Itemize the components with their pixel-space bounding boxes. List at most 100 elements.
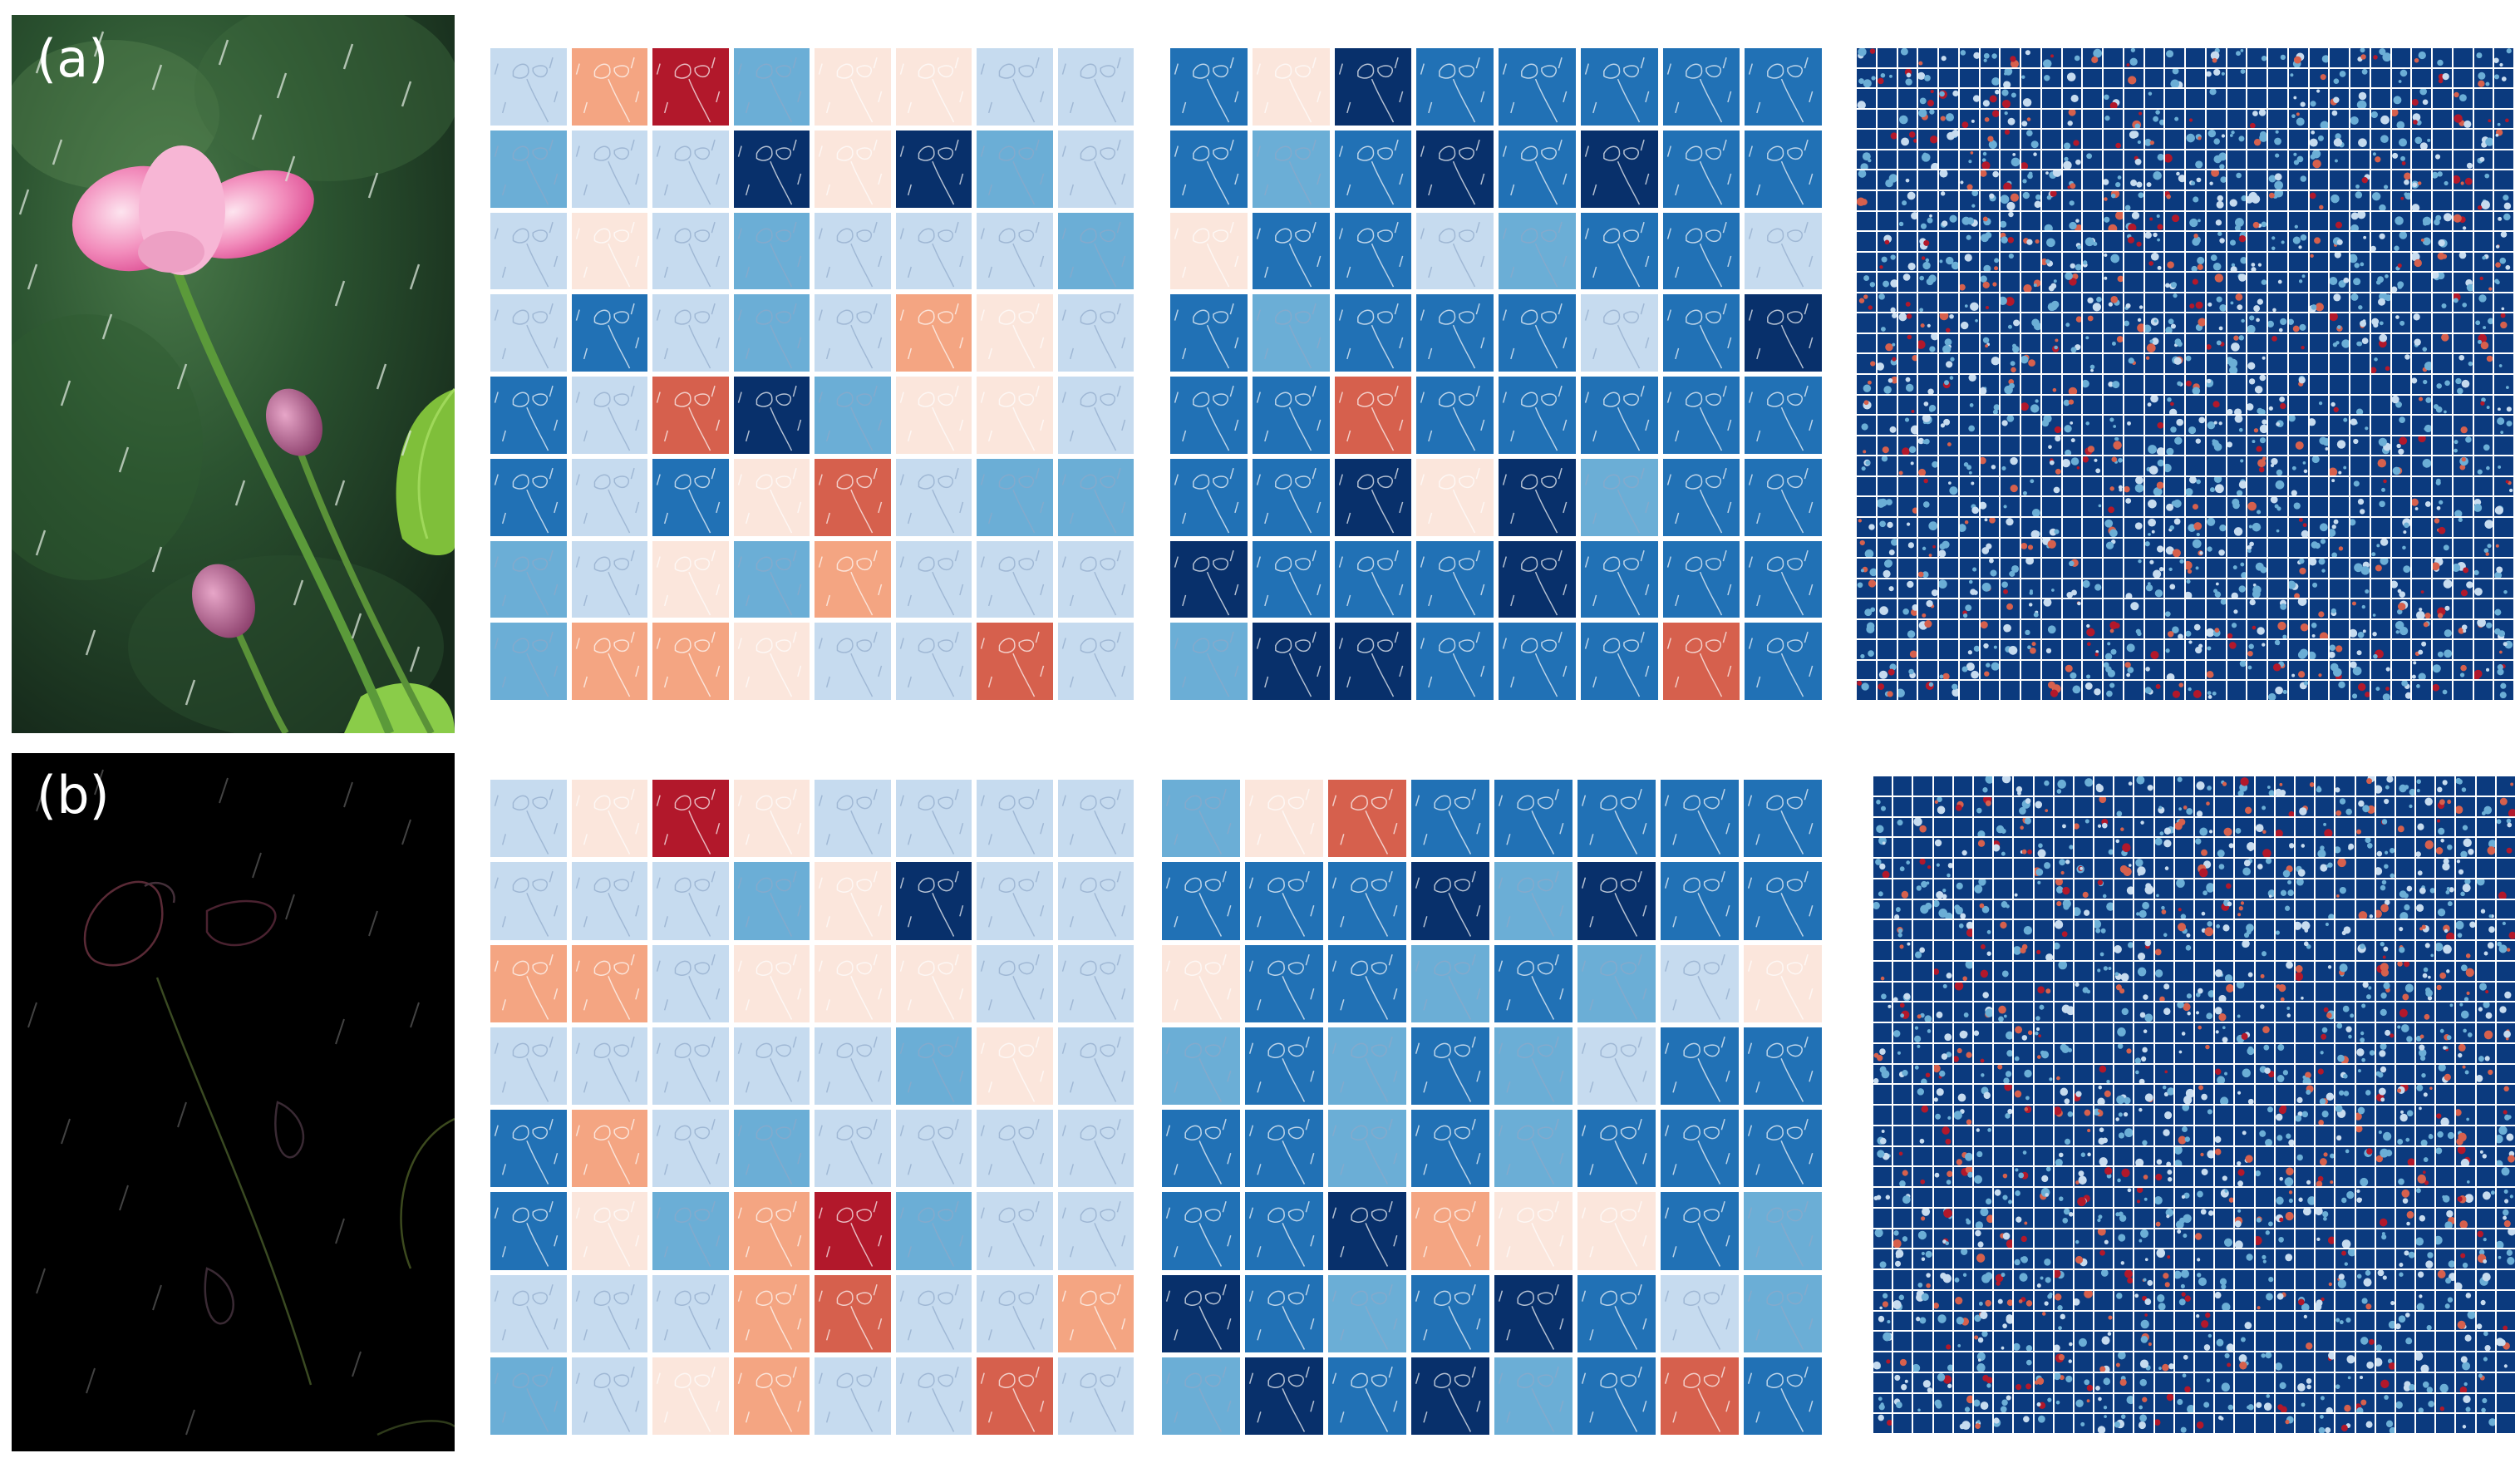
activation-blobs	[1960, 334, 1979, 353]
fm-a1-tile	[572, 623, 648, 700]
fm-a3-tile	[1939, 375, 1958, 394]
activation-blobs	[2021, 89, 2040, 108]
activation-blobs	[2104, 89, 2123, 108]
fm-a3-tile	[1857, 48, 1876, 67]
activation-blobs	[1857, 150, 1876, 170]
activation-blobs	[2433, 375, 2452, 394]
fm-a2-tile	[1745, 623, 1822, 700]
fm-a3-tile	[1898, 48, 1917, 67]
fm-a2-tile	[1253, 48, 1330, 126]
fm-a3-tile	[1918, 273, 1937, 292]
fm-a2-tile	[1745, 459, 1822, 536]
fm-a3-tile	[2392, 293, 2411, 313]
fm-a3-tile	[2474, 253, 2493, 272]
feature-motif	[490, 541, 567, 618]
activation-blobs	[1878, 150, 1897, 170]
feature-map-grid-a2	[1170, 48, 1822, 700]
fm-a3-tile	[2001, 313, 2020, 332]
activation-blobs	[2289, 191, 2308, 210]
activation-blobs	[2454, 170, 2473, 190]
fm-a3-tile	[2186, 253, 2205, 272]
feature-motif	[572, 48, 648, 126]
fm-a3-tile	[2412, 69, 2431, 88]
activation-blobs	[2371, 375, 2390, 394]
activation-blobs	[2063, 354, 2082, 373]
activation-blobs	[2412, 293, 2431, 313]
activation-blobs	[2392, 232, 2411, 251]
fm-a3-tile	[2371, 253, 2390, 272]
activation-blobs	[2392, 212, 2411, 231]
fm-a3-tile	[2063, 89, 2082, 108]
fm-a3-tile	[1878, 150, 1897, 170]
activation-blobs	[2104, 375, 2123, 394]
activation-blobs	[2350, 170, 2370, 190]
activation-blobs	[2207, 334, 2226, 353]
activation-blobs	[2454, 191, 2473, 210]
fm-a3-tile	[2042, 334, 2061, 353]
feature-motif	[1499, 623, 1576, 700]
feature-motif	[1253, 377, 1330, 454]
fm-a3-tile	[2042, 375, 2061, 394]
feature-motif	[1253, 294, 1330, 372]
fm-a3-tile	[2412, 48, 2431, 67]
activation-blobs	[1898, 334, 1917, 353]
activation-blobs	[2268, 212, 2287, 231]
activation-blobs	[2165, 89, 2184, 108]
fm-a3-tile	[2454, 110, 2473, 129]
fm-a3-tile	[2104, 150, 2123, 170]
fm-a3-tile	[2104, 253, 2123, 272]
fm-a3-tile	[2083, 396, 2102, 415]
fm-a3-tile	[1857, 375, 1876, 394]
fm-a3-tile	[1960, 110, 1979, 129]
lotus-illustration	[12, 15, 455, 733]
activation-blobs	[1878, 232, 1897, 251]
fm-a3-tile	[2083, 232, 2102, 251]
fm-a3-tile	[1857, 396, 1876, 415]
fm-a1-tile	[490, 459, 567, 536]
activation-blobs	[2207, 313, 2226, 332]
activation-blobs	[1918, 253, 1937, 272]
feature-motif	[1663, 623, 1740, 700]
fm-a3-tile	[2412, 212, 2431, 231]
fm-a3-tile	[2433, 150, 2452, 170]
activation-blobs	[2371, 212, 2390, 231]
activation-blobs	[1939, 396, 1958, 415]
activation-blobs	[1878, 334, 1897, 353]
activation-blobs	[1857, 253, 1876, 272]
fm-a3-tile	[2454, 232, 2473, 251]
activation-blobs	[2063, 396, 2082, 415]
fm-a3-tile	[2289, 130, 2308, 149]
feature-motif	[1416, 377, 1494, 454]
activation-blobs	[2474, 334, 2493, 353]
activation-blobs	[1918, 170, 1937, 190]
activation-blobs	[2207, 191, 2226, 210]
activation-blobs	[2042, 212, 2061, 231]
fm-a3-tile	[2350, 48, 2370, 67]
activation-blobs	[2042, 110, 2061, 129]
activation-blobs	[2371, 313, 2390, 332]
fm-a3-tile	[2186, 130, 2205, 149]
activation-blobs	[2001, 48, 2020, 67]
activation-blobs	[2063, 110, 2082, 129]
activation-blobs	[2474, 110, 2493, 129]
activation-blobs	[1898, 212, 1917, 231]
feature-motif	[1253, 623, 1330, 700]
activation-blobs	[2392, 354, 2411, 373]
fm-a3-tile	[2412, 150, 2431, 170]
feature-motif	[1581, 213, 1658, 290]
feature-motif	[1745, 294, 1822, 372]
fm-a1-tile	[572, 377, 648, 454]
activation-blobs	[2063, 375, 2082, 394]
activation-blobs	[1981, 110, 2000, 129]
fm-a3-tile	[2001, 232, 2020, 251]
fm-a3-tile	[1857, 212, 1876, 231]
feature-motif	[1170, 377, 1248, 454]
fm-a3-tile	[1960, 150, 1979, 170]
fm-a3-tile	[2433, 89, 2452, 108]
fm-a3-tile	[2207, 334, 2226, 353]
fm-a2-tile	[1745, 131, 1822, 208]
activation-blobs	[2310, 273, 2329, 292]
activation-blobs	[1939, 150, 1958, 170]
fm-a3-tile	[2145, 69, 2164, 88]
fm-a2-tile	[1581, 48, 1658, 126]
